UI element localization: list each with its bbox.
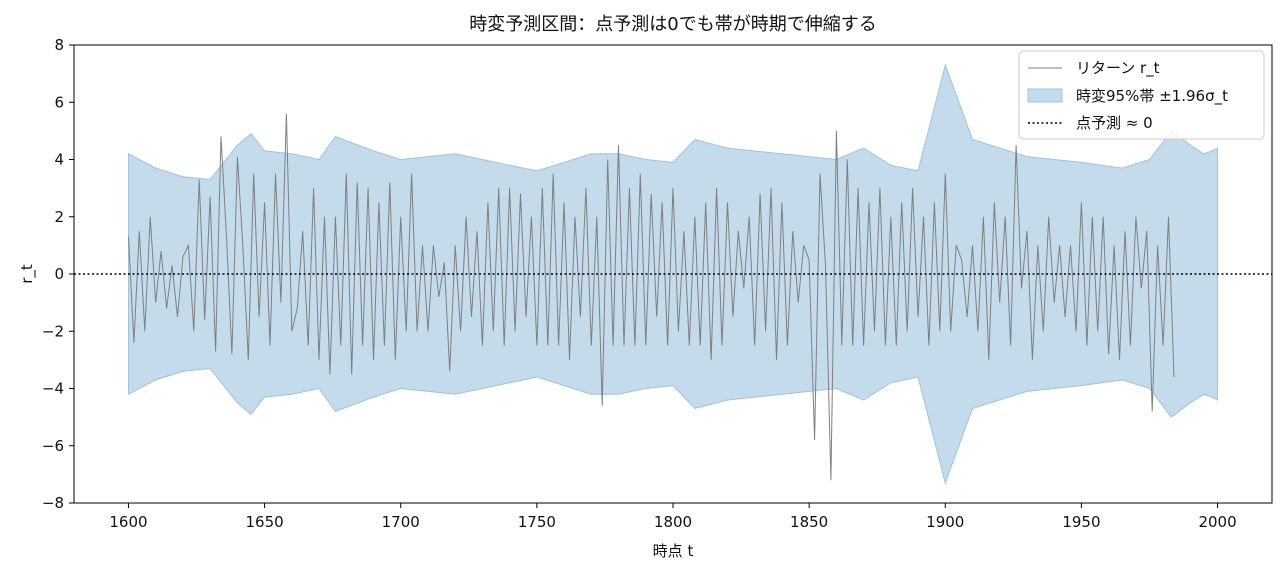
legend-swatch-band — [1027, 88, 1063, 103]
legend-frame — [1018, 50, 1265, 140]
chart-title: 時変予測区間：点予測は0でも帯が時期で伸縮する — [469, 14, 876, 35]
y-tick-label: −2 — [42, 322, 64, 340]
y-axis-label: r_t — [18, 264, 37, 284]
x-tick-label: 2000 — [1198, 513, 1236, 531]
y-tick-label: −6 — [42, 437, 64, 455]
y-tick-label: −4 — [42, 380, 64, 398]
y-tick-label: 0 — [54, 265, 64, 283]
y-tick-label: 2 — [54, 208, 64, 226]
y-axis: −8 −6 −4 −2 0 2 4 6 8 — [42, 36, 74, 512]
legend-label-zero: 点予測 ≈ 0 — [1076, 114, 1153, 132]
x-tick-label: 1650 — [245, 513, 283, 531]
legend-label-band: 時変95%帯 ±1.96σ_t — [1076, 87, 1228, 106]
returns-line — [128, 113, 1175, 481]
x-tick-label: 1800 — [654, 513, 692, 531]
legend-label-returns: リターン r_t — [1076, 59, 1160, 78]
x-tick-label: 1950 — [1062, 513, 1100, 531]
x-tick-label: 1600 — [109, 513, 147, 531]
x-tick-label: 1850 — [790, 513, 828, 531]
x-axis: 1600 1650 1700 1750 1800 1850 1900 1950 2000 — [109, 503, 1237, 531]
x-tick-label: 1900 — [926, 513, 964, 531]
y-tick-label: −8 — [42, 494, 64, 512]
x-tick-label: 1750 — [518, 513, 556, 531]
y-tick-label: 4 — [54, 151, 64, 169]
legend: リターン r_t 時変95%帯 ±1.96σ_t 点予測 ≈ 0 — [1018, 50, 1265, 140]
y-tick-label: 6 — [54, 93, 64, 111]
y-tick-label: 8 — [54, 36, 64, 54]
x-axis-label: 時点 t — [653, 542, 694, 560]
x-tick-label: 1700 — [382, 513, 420, 531]
plot-area — [74, 63, 1272, 485]
